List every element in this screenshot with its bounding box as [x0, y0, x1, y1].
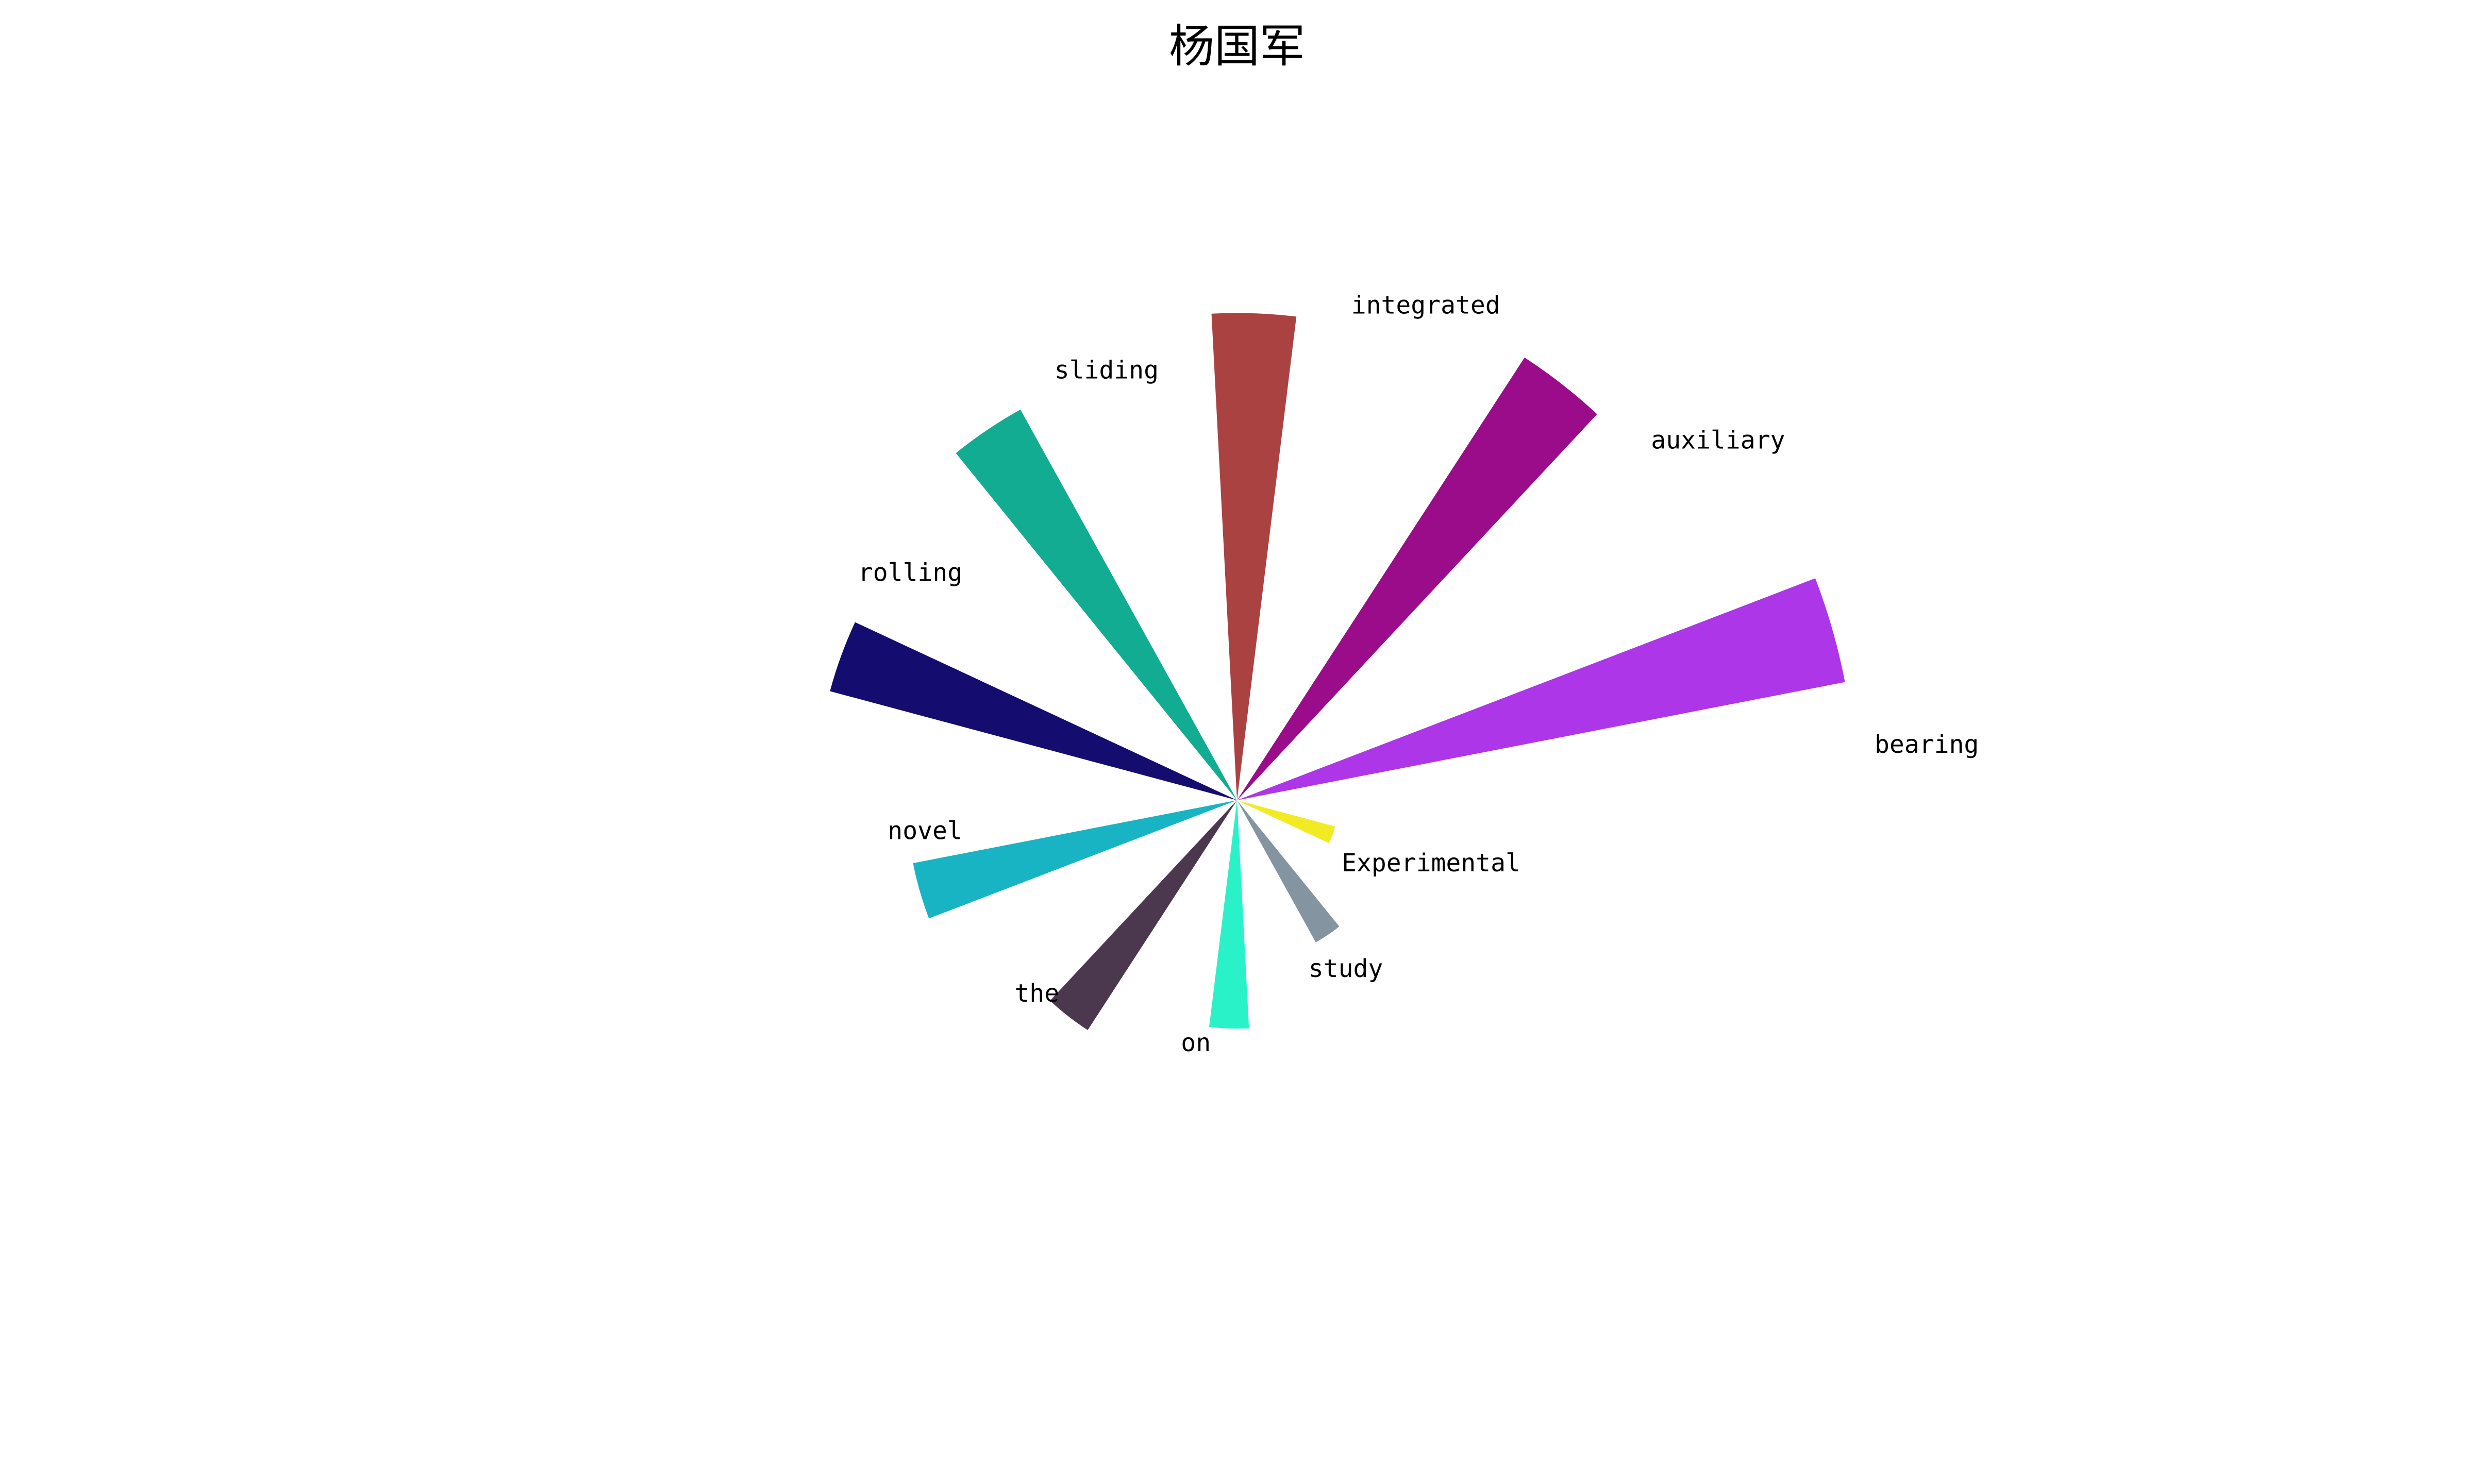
wedge-group: [830, 313, 1845, 1031]
wedge-sliding: [956, 409, 1237, 800]
label-bearing: bearing: [1875, 730, 1979, 759]
label-group: Experimental study on the novel rolling slidin…: [858, 291, 1979, 1057]
wedge-the: [1050, 800, 1237, 1031]
wedge-on: [1209, 800, 1249, 1029]
label-experimental: Experimental: [1342, 849, 1520, 878]
label-on: on: [1181, 1028, 1211, 1057]
label-auxiliary: auxiliary: [1651, 426, 1785, 455]
wedge-rolling: [830, 622, 1237, 800]
label-novel: novel: [888, 816, 962, 845]
label-the: the: [1014, 979, 1059, 1008]
wedge-bearing: [1237, 578, 1845, 800]
wedge-study: [1237, 800, 1340, 942]
label-sliding: sliding: [1055, 356, 1159, 384]
label-integrated: integrated: [1351, 291, 1500, 320]
chart-title: 杨国军: [1169, 20, 1305, 73]
wedge-experimental: [1237, 800, 1335, 844]
label-rolling: rolling: [858, 558, 962, 587]
label-study: study: [1309, 954, 1383, 983]
wedge-novel: [913, 800, 1237, 919]
wedge-auxiliary: [1237, 357, 1597, 800]
wedge-integrated: [1211, 313, 1297, 800]
